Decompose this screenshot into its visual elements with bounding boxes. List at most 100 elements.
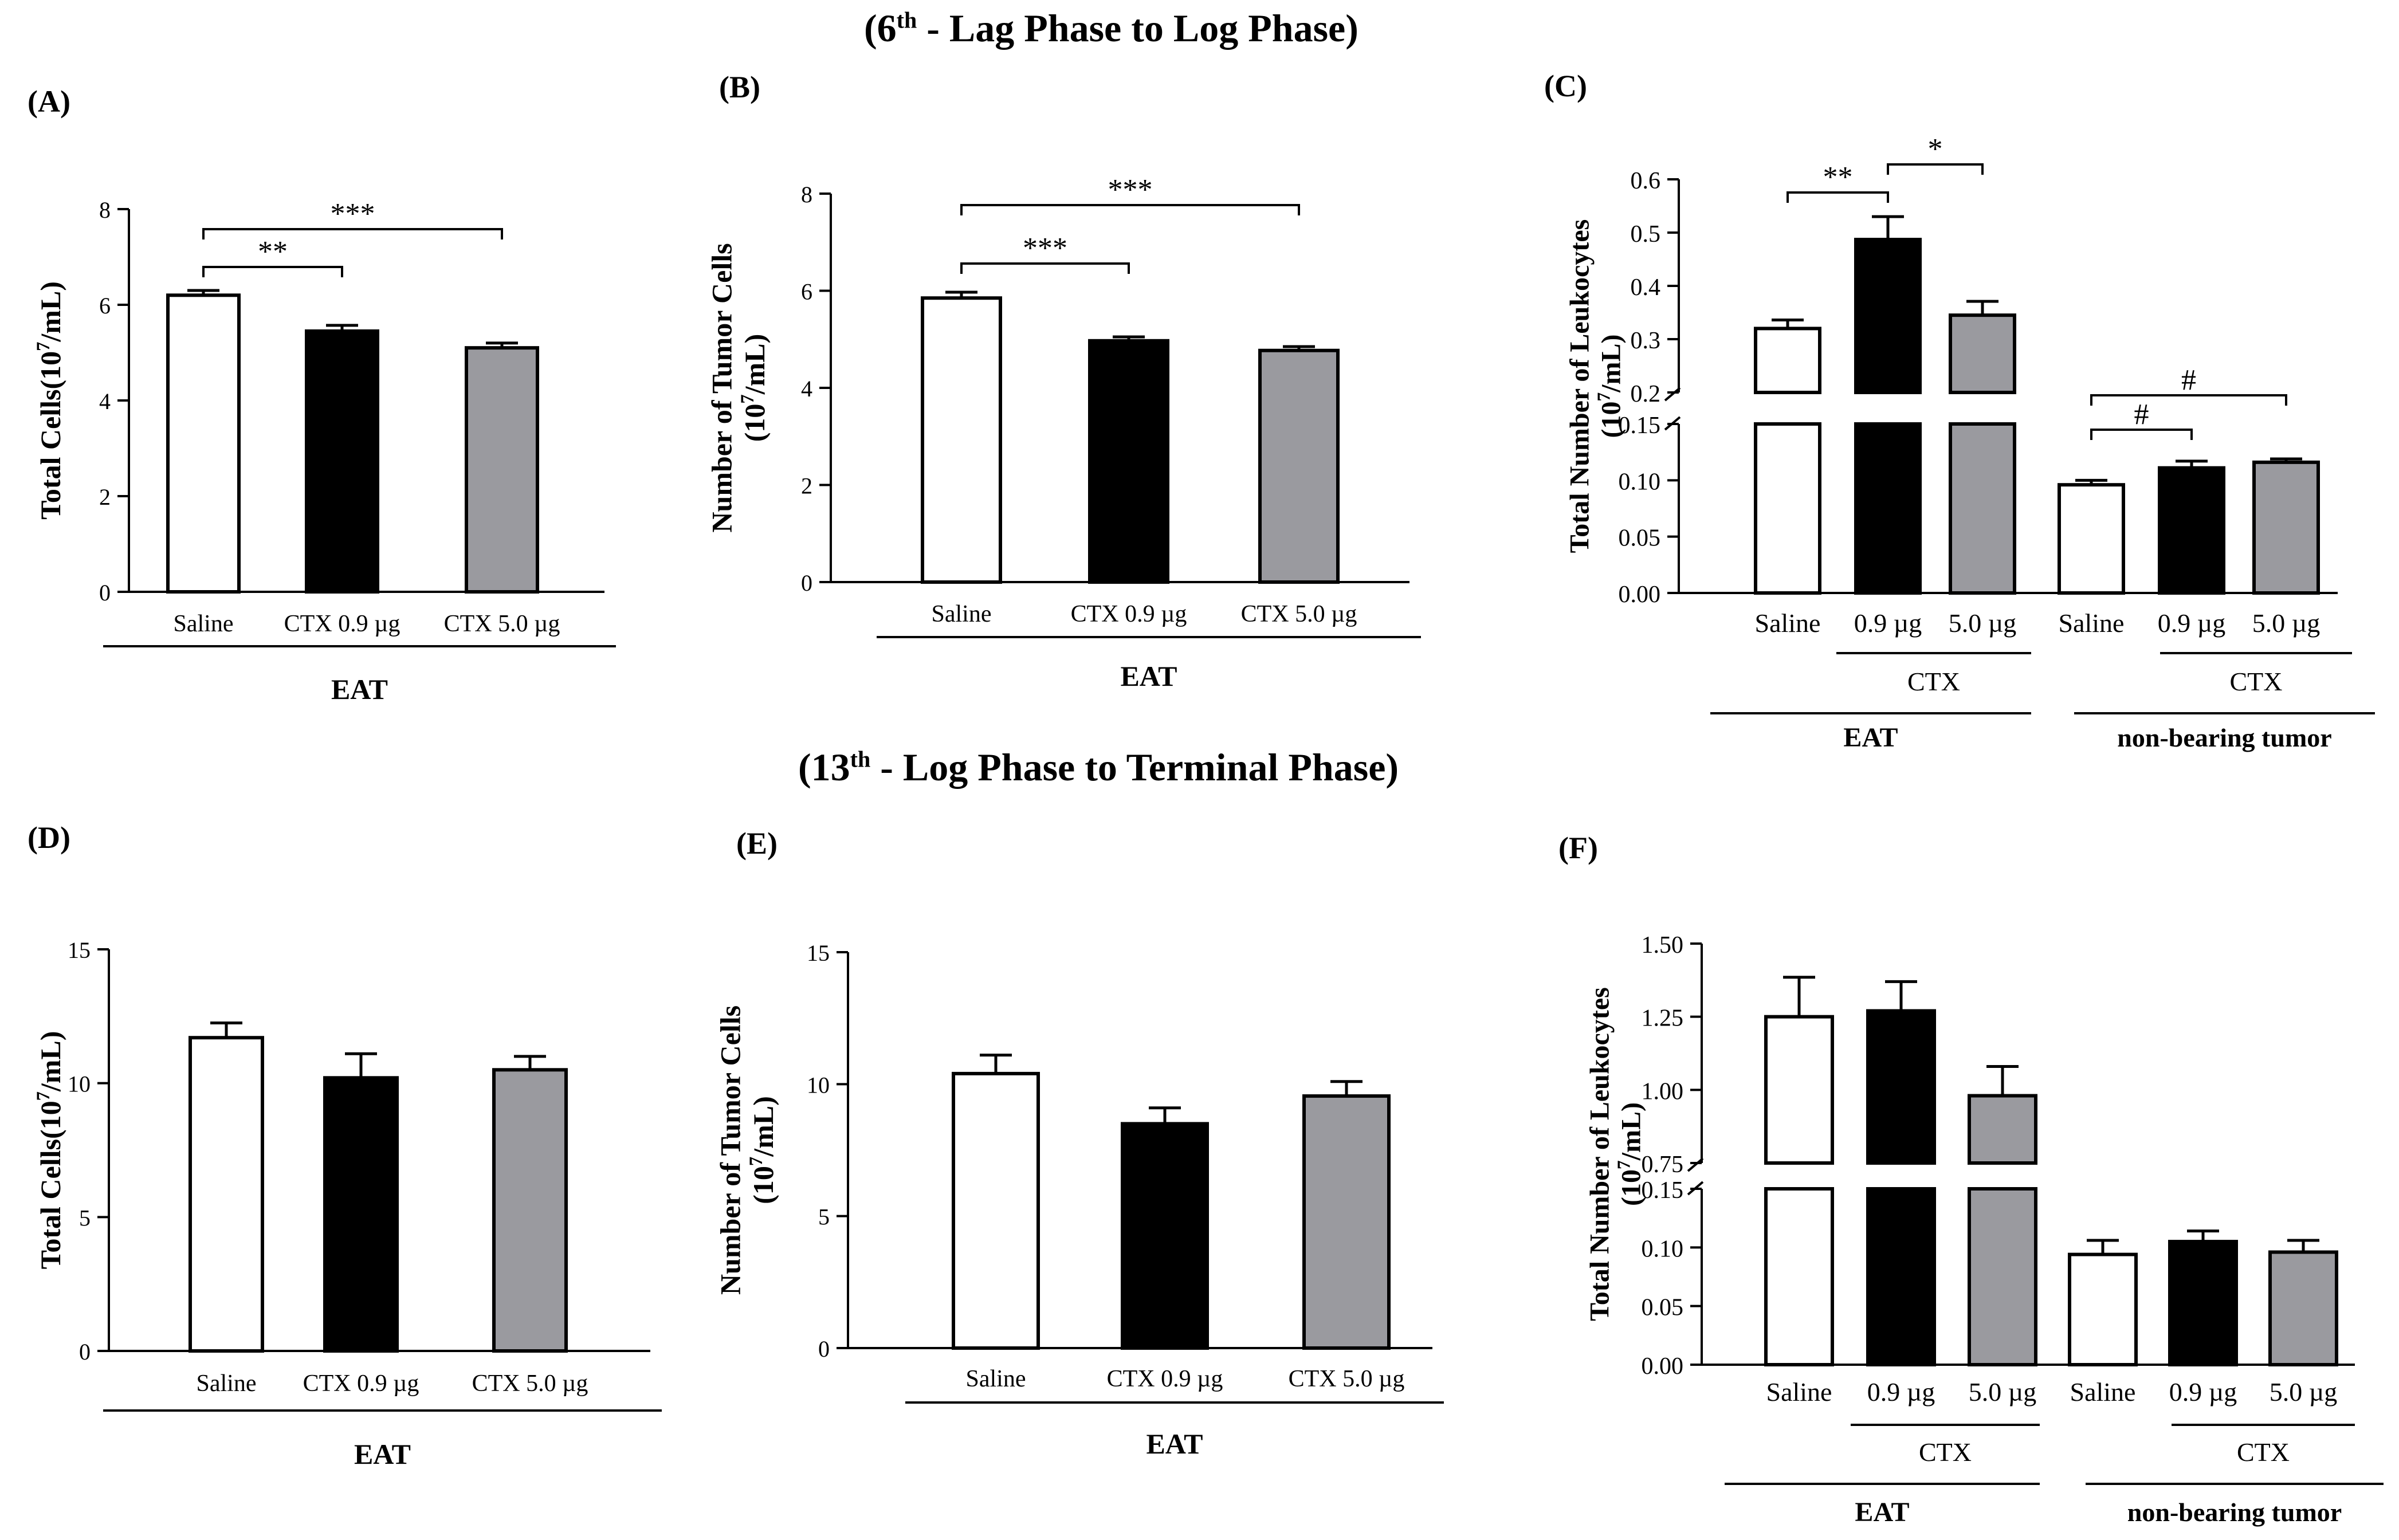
y-axis-label: Total Number of Leukocytes (1584, 987, 1615, 1321)
significance-bracket-label: *** (1108, 174, 1153, 206)
y-tick-label: 6 (801, 279, 812, 305)
group-label: EAT (1855, 1497, 1909, 1527)
x-tick-label: Saline (197, 1370, 257, 1397)
y-tick-label: 0.2 (1631, 381, 1661, 407)
x-tick-label: CTX 0.9 µg (303, 1370, 419, 1397)
x-tick-label: CTX 0.9 µg (1071, 601, 1187, 627)
axis-break-gap (1763, 1165, 1835, 1187)
ctx-label: CTX (2230, 667, 2283, 696)
bar-2-upper (1854, 238, 1922, 394)
bar-3-upper (1968, 1094, 2037, 1165)
bar-4 (2058, 483, 2125, 595)
bar-1 (189, 1036, 264, 1353)
axis-break-gap (1865, 1165, 1937, 1187)
y-tick-label: 0.05 (1642, 1295, 1684, 1321)
significance-bracket (960, 262, 1130, 274)
x-tick-label: Saline (1766, 1377, 1832, 1407)
x-tick-label: 0.9 µg (2158, 608, 2226, 638)
axis-break-gap (1966, 1165, 2039, 1187)
x-tick-label: CTX 5.0 µg (1289, 1366, 1405, 1392)
axis-break-gap (1948, 394, 2017, 422)
y-tick-label: 0.00 (1642, 1353, 1684, 1380)
bar-3 (1302, 1094, 1391, 1350)
x-tick-label: CTX 5.0 µg (472, 1370, 588, 1397)
axis-break-gap (1753, 394, 1823, 422)
y-tick-label: 10 (68, 1071, 91, 1097)
y-tick-label: 1.25 (1642, 1005, 1684, 1032)
bar-2-upper (1866, 1009, 1936, 1165)
y-tick-label: 1.00 (1642, 1078, 1684, 1105)
y-tick-label: 4 (99, 388, 111, 414)
x-tick-label: 0.9 µg (1867, 1377, 1935, 1407)
bar-2-lower (1866, 1187, 1936, 1366)
bar-1-lower (1754, 422, 1821, 595)
y-tick-label: 0.10 (1619, 469, 1661, 495)
bar-2-lower (1854, 422, 1922, 595)
bar-5 (2168, 1240, 2238, 1367)
bar-1 (166, 293, 241, 594)
significance-bracket-label: *** (331, 198, 375, 230)
panel-label: (E) (736, 826, 778, 861)
significance-bracket (2090, 394, 2287, 406)
bar-2 (323, 1076, 399, 1353)
y-tick-label: 0.6 (1631, 168, 1661, 194)
y-tick-label: 5 (79, 1205, 91, 1231)
y-tick-label: 2 (801, 473, 812, 499)
bar-2 (1121, 1122, 1209, 1350)
y-tick-label: 0.5 (1631, 221, 1661, 247)
x-tick-label: Saline (2059, 608, 2125, 638)
y-tick-label: 1.50 (1642, 932, 1684, 958)
y-tick-label: 0.15 (1642, 1177, 1684, 1204)
significance-bracket-label: *** (1023, 232, 1067, 265)
significance-bracket-label: ** (258, 235, 288, 268)
y-tick-label: 6 (99, 293, 111, 319)
bar-6 (2268, 1250, 2338, 1367)
y-axis-label: Number of Tumor Cells (714, 1005, 746, 1295)
y-axis-label: (107/mL) (746, 1096, 779, 1204)
panel-label: (B) (719, 70, 760, 104)
group-label: EAT (1843, 722, 1898, 753)
group-label: EAT (354, 1438, 411, 1470)
y-tick-label: 0 (801, 570, 812, 596)
bar-3 (1258, 348, 1340, 584)
y-tick-label: 0.00 (1619, 582, 1661, 608)
bar-3 (492, 1068, 568, 1353)
group-label: EAT (331, 673, 388, 705)
axis-break-mark (1687, 1157, 1704, 1172)
x-tick-label: 5.0 µg (2252, 608, 2321, 638)
y-tick-label: 15 (68, 937, 91, 963)
bar-1 (921, 296, 1002, 584)
y-axis-label: Total Cells(107/mL) (33, 281, 66, 520)
x-tick-label: CTX 0.9 µg (284, 611, 401, 637)
bar-3 (465, 346, 539, 594)
bar-1-lower (1764, 1187, 1834, 1366)
significance-bracket-label: ** (1823, 161, 1853, 194)
x-tick-label: Saline (2070, 1377, 2136, 1407)
y-tick-label: 2 (99, 484, 111, 510)
axis-break-mark (1664, 387, 1681, 402)
significance-bracket (1887, 163, 1984, 175)
y-axis-label: Total Number of Leukocytes (1564, 219, 1595, 553)
panel-label: (A) (28, 84, 70, 119)
group-label: non-bearing tumor (2117, 723, 2331, 752)
significance-bracket-label: # (2134, 398, 2149, 431)
group-label: non-bearing tumor (2127, 1498, 2342, 1527)
x-tick-label: CTX 0.9 µg (1107, 1366, 1223, 1392)
x-tick-label: Saline (174, 611, 234, 637)
bar-3-upper (1949, 313, 2016, 395)
y-axis-label: (107/mL) (1593, 335, 1626, 438)
bar-4 (2068, 1252, 2138, 1366)
x-tick-label: Saline (966, 1366, 1026, 1392)
bar-6 (2252, 460, 2320, 595)
y-axis-label: (107/mL) (737, 334, 771, 442)
ctx-label: CTX (2237, 1437, 2290, 1467)
ctx-label: CTX (1919, 1437, 1972, 1467)
x-tick-label: 5.0 µg (1949, 608, 2017, 638)
bar-5 (2158, 466, 2225, 595)
x-tick-label: CTX 5.0 µg (444, 611, 560, 637)
x-tick-label: 5.0 µg (1969, 1377, 2037, 1407)
significance-bracket (960, 204, 1300, 215)
bar-2 (1088, 339, 1169, 584)
x-tick-label: CTX 5.0 µg (1241, 601, 1357, 627)
y-tick-label: 4 (801, 376, 812, 402)
